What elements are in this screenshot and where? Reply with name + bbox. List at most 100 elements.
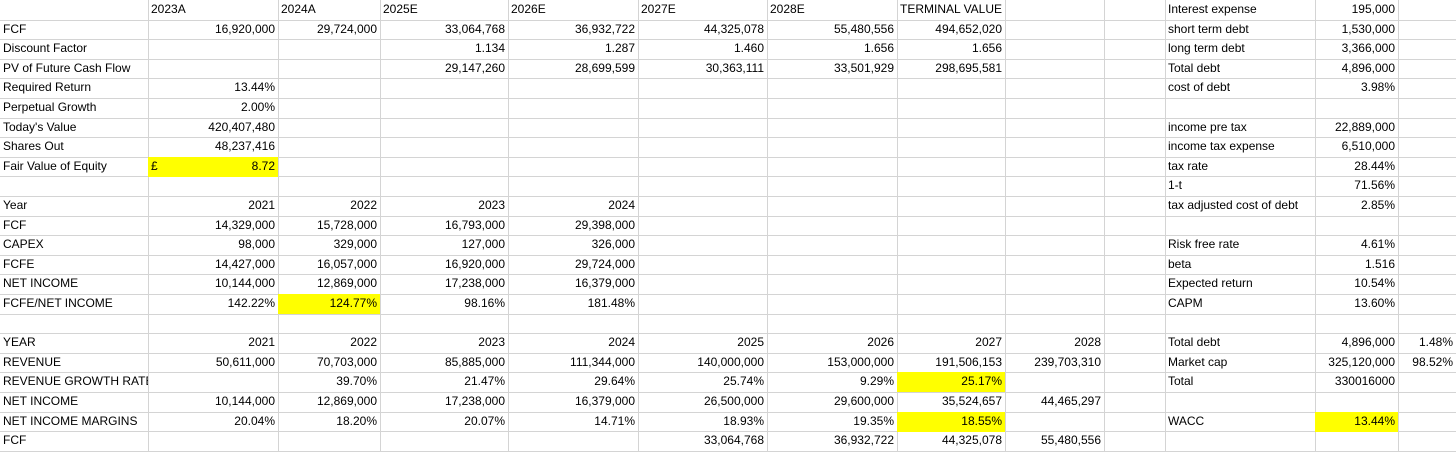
value-cell[interactable]: 21.47% xyxy=(464,374,505,388)
row-label[interactable]: Year xyxy=(3,198,28,212)
value-cell[interactable]: 39.70% xyxy=(336,374,377,388)
value-cell[interactable]: 2021 xyxy=(248,335,275,349)
value-cell[interactable]: 44,325,078 xyxy=(703,22,764,36)
value-cell[interactable]: 98.16% xyxy=(464,296,505,310)
value-cell[interactable]: 494,652,020 xyxy=(935,22,1002,36)
value-cell[interactable]: 33,501,929 xyxy=(833,61,894,75)
row-label[interactable]: Discount Factor xyxy=(3,41,88,55)
value-cell[interactable]: 29,724,000 xyxy=(574,257,635,271)
value-cell[interactable]: 4,896,000 xyxy=(1341,335,1395,349)
row-label[interactable]: Risk free rate xyxy=(1168,237,1240,251)
value-cell[interactable]: 140,000,000 xyxy=(697,355,764,369)
value-cell[interactable]: 98.52% xyxy=(1412,355,1453,369)
row-label[interactable]: Total xyxy=(1168,374,1194,388)
row-label[interactable]: NET INCOME MARGINS xyxy=(3,414,138,428)
value-cell[interactable]: 2022 xyxy=(350,335,377,349)
value-cell[interactable]: 326,000 xyxy=(591,237,635,251)
value-cell[interactable]: 18.55% xyxy=(897,412,1005,432)
value-cell[interactable]: 1.656 xyxy=(971,41,1002,55)
value-cell[interactable]: 12,869,000 xyxy=(316,276,377,290)
column-header[interactable]: 2028E xyxy=(770,2,805,16)
value-cell[interactable]: 3.98% xyxy=(1360,80,1395,94)
value-cell[interactable]: 4.61% xyxy=(1360,237,1395,251)
row-label[interactable]: FCF xyxy=(3,218,27,232)
row-label[interactable]: Total debt xyxy=(1168,61,1221,75)
value-cell[interactable]: 14.71% xyxy=(594,414,635,428)
value-cell[interactable]: 28.44% xyxy=(1354,159,1395,173)
value-cell[interactable]: 70,703,000 xyxy=(316,355,377,369)
value-cell[interactable]: 48,237,416 xyxy=(214,139,275,153)
value-cell[interactable]: 1,530,000 xyxy=(1341,22,1395,36)
value-cell[interactable]: 29.64% xyxy=(594,374,635,388)
value-cell[interactable]: 36,932,722 xyxy=(574,22,635,36)
value-cell[interactable]: 153,000,000 xyxy=(827,355,894,369)
value-cell[interactable]: 1.460 xyxy=(733,41,764,55)
value-cell[interactable]: 44,465,297 xyxy=(1040,394,1101,408)
value-cell[interactable]: 18.20% xyxy=(336,414,377,428)
row-label[interactable]: PV of Future Cash Flow xyxy=(3,61,131,75)
row-label[interactable]: tax rate xyxy=(1168,159,1209,173)
value-cell[interactable]: 14,329,000 xyxy=(214,218,275,232)
row-label[interactable]: Total debt xyxy=(1168,335,1221,349)
value-cell[interactable]: 329,000 xyxy=(333,237,377,251)
value-cell[interactable]: 16,920,000 xyxy=(214,22,275,36)
row-label[interactable]: NET INCOME xyxy=(3,394,79,408)
value-cell[interactable]: 55,480,556 xyxy=(1040,433,1101,447)
value-cell[interactable]: 420,407,480 xyxy=(208,120,275,134)
value-cell[interactable]: 55,480,556 xyxy=(833,22,894,36)
value-cell[interactable]: 1.516 xyxy=(1364,257,1395,271)
row-label[interactable]: CAPEX xyxy=(3,237,44,251)
value-cell[interactable]: 10,144,000 xyxy=(214,276,275,290)
value-cell[interactable]: 195,000 xyxy=(1351,2,1395,16)
value-cell[interactable]: 26,500,000 xyxy=(703,394,764,408)
column-header[interactable]: 2024A xyxy=(281,2,316,16)
value-cell[interactable]: 30,363,111 xyxy=(705,61,764,75)
value-cell[interactable]: 127,000 xyxy=(461,237,505,251)
value-cell[interactable]: 2025 xyxy=(737,335,764,349)
value-cell[interactable]: 2021 xyxy=(248,198,275,212)
value-cell[interactable]: 16,379,000 xyxy=(574,394,635,408)
row-label[interactable]: Today's Value xyxy=(3,120,77,134)
value-cell[interactable]: 29,600,000 xyxy=(833,394,894,408)
value-cell[interactable]: 18.93% xyxy=(723,414,764,428)
row-label[interactable]: 1-t xyxy=(1168,178,1183,192)
value-cell[interactable]: 29,147,260 xyxy=(444,61,505,75)
value-cell[interactable]: 28,699,599 xyxy=(574,61,635,75)
row-label[interactable]: REVENUE GROWTH RATE xyxy=(3,374,148,388)
row-label[interactable]: FCFE xyxy=(3,257,35,271)
value-cell[interactable]: 2026 xyxy=(867,335,894,349)
value-cell[interactable]: 20.07% xyxy=(464,414,505,428)
row-label[interactable]: tax adjusted cost of debt xyxy=(1168,198,1299,212)
value-cell[interactable]: 13.44% xyxy=(1315,412,1398,432)
value-cell[interactable]: 1.656 xyxy=(863,41,894,55)
value-cell[interactable]: 20.04% xyxy=(234,414,275,428)
value-cell[interactable]: 325,120,000 xyxy=(1328,355,1395,369)
value-cell[interactable]: 191,506,153 xyxy=(935,355,1002,369)
row-label[interactable]: NET INCOME xyxy=(3,276,79,290)
row-label[interactable]: income pre tax xyxy=(1168,120,1247,134)
value-cell[interactable]: 35,524,657 xyxy=(941,394,1002,408)
value-cell[interactable]: 29,398,000 xyxy=(574,218,635,232)
value-cell[interactable]: 6,510,000 xyxy=(1341,139,1395,153)
value-cell[interactable]: 2027 xyxy=(975,335,1002,349)
value-cell[interactable]: 2023 xyxy=(478,335,505,349)
value-cell[interactable]: 2022 xyxy=(350,198,377,212)
value-cell[interactable]: 16,057,000 xyxy=(316,257,377,271)
row-label[interactable]: REVENUE xyxy=(3,355,62,369)
value-cell[interactable]: 14,427,000 xyxy=(214,257,275,271)
value-cell[interactable]: 239,703,310 xyxy=(1034,355,1101,369)
value-cell[interactable]: 13.44% xyxy=(234,80,275,94)
value-cell[interactable]: 3,366,000 xyxy=(1341,41,1395,55)
row-label[interactable]: YEAR xyxy=(3,335,36,349)
value-cell[interactable]: 16,920,000 xyxy=(444,257,505,271)
value-cell[interactable]: 16,793,000 xyxy=(444,218,505,232)
value-cell[interactable]: 2023 xyxy=(478,198,505,212)
row-label[interactable]: Shares Out xyxy=(3,139,64,153)
row-label[interactable]: Interest expense xyxy=(1168,2,1257,16)
value-cell[interactable]: 16,379,000 xyxy=(574,276,635,290)
value-cell[interactable]: 1.48% xyxy=(1418,335,1453,349)
value-cell[interactable]: 2.85% xyxy=(1360,198,1395,212)
value-cell[interactable]: 330016000 xyxy=(1334,374,1395,388)
row-label[interactable]: Fair Value of Equity xyxy=(3,159,107,173)
